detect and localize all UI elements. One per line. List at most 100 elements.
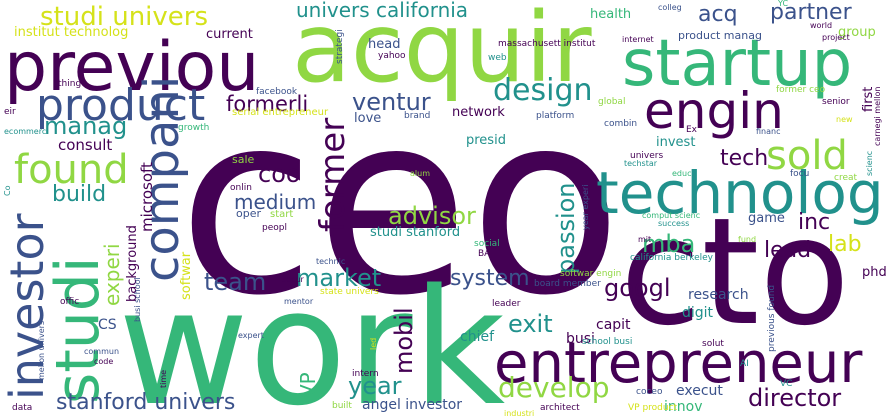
- word-expert: expert: [238, 331, 264, 340]
- word-internet: internet: [622, 35, 654, 44]
- word-secur: secur: [282, 275, 304, 284]
- word-product: product: [36, 80, 206, 131]
- word-found: found: [14, 147, 129, 193]
- word-VP: VP: [296, 372, 320, 398]
- word-lab: lab: [828, 232, 862, 257]
- word-softwar-engin: softwar engin: [560, 269, 622, 279]
- word-comput-scienc: comput scienc: [642, 211, 701, 220]
- word-former: former: [313, 117, 353, 232]
- word-digit: digit: [682, 305, 714, 321]
- word-BA: BA: [478, 249, 491, 259]
- word-oper: oper: [236, 207, 262, 220]
- word-manag: manag: [44, 112, 128, 140]
- word-social: social: [474, 239, 500, 249]
- word-inc: inc: [798, 210, 831, 235]
- word-studi-univers: studi univers: [40, 2, 209, 32]
- word-phd: phd: [862, 265, 887, 280]
- word-built: built: [332, 401, 352, 411]
- word-global: global: [598, 97, 626, 107]
- word-formerli: formerli: [226, 92, 309, 116]
- word-VP-product: VP product: [628, 403, 678, 413]
- word-growth: growth: [178, 123, 210, 133]
- word-work: work: [118, 254, 506, 420]
- word-mit: mit: [638, 235, 652, 244]
- word-facebook: facebook: [256, 87, 298, 97]
- word-advisor: advisor: [388, 202, 476, 230]
- word-innov: innov: [664, 399, 703, 415]
- word-mba: mba: [642, 230, 696, 258]
- word-techstar: techstar: [624, 159, 658, 168]
- word-world: world: [810, 21, 833, 30]
- word-board-member: board member: [534, 279, 601, 289]
- word-sale: sale: [232, 153, 255, 166]
- word-cto: cto: [620, 186, 850, 358]
- word-state-univers: state univers: [320, 287, 379, 297]
- word-thing: thing: [58, 79, 82, 89]
- word-Ex: Ex: [686, 125, 698, 135]
- word-data: data: [12, 403, 33, 413]
- word-head: head: [368, 37, 401, 52]
- word-studi-stanford: studi stanford: [370, 225, 461, 240]
- word-director: director: [748, 384, 842, 412]
- word-ventur: ventur: [352, 88, 431, 116]
- word-game: game: [748, 211, 785, 226]
- word-partner: partner: [770, 0, 852, 25]
- word-sold: sold: [766, 133, 848, 179]
- word-platform: platform: [536, 111, 575, 121]
- word-eir: eir: [4, 107, 16, 117]
- word-mellon-univers: mellon univers: [37, 320, 46, 380]
- word-busi: busi: [566, 331, 595, 347]
- word-current: current: [206, 27, 253, 42]
- word-experi: experi: [100, 243, 124, 306]
- word-success: success: [658, 219, 690, 228]
- word-web: web: [488, 53, 507, 63]
- word-peopl: peopl: [262, 223, 287, 233]
- word-market: market: [296, 264, 382, 292]
- word-serial-entrepreneur: serial entrepreneur: [232, 107, 329, 118]
- word-microsoft: microsoft: [138, 162, 156, 232]
- word-develop: develop: [498, 371, 610, 404]
- word-tech: tech: [720, 146, 769, 171]
- word-fund: fund: [738, 235, 757, 244]
- word-educ: educ: [672, 169, 692, 178]
- word-chief: chief: [460, 329, 495, 345]
- word-network: network: [452, 105, 505, 120]
- word-former-ceo: former ceo: [776, 85, 826, 95]
- word-onlin: onlin: [230, 183, 252, 193]
- word-googl: googl: [604, 274, 671, 302]
- word-acquir: acquir: [292, 0, 592, 104]
- word-project: project: [822, 33, 850, 42]
- word-univers: univers: [630, 151, 664, 161]
- word-build: build: [52, 182, 107, 207]
- word-softwar: softwar: [179, 251, 194, 300]
- word-mobil: mobil: [390, 307, 418, 374]
- word-intern: intern: [352, 369, 379, 379]
- word-system: system: [450, 266, 530, 291]
- word-creat: creat: [834, 173, 858, 183]
- word-ecommerc: ecommerc: [4, 127, 47, 136]
- word-coo: coo: [258, 160, 301, 188]
- word-scienc: scienc: [865, 150, 874, 176]
- word-VC: VC: [780, 379, 793, 389]
- word-previou: previou: [4, 28, 260, 107]
- word-execut: execut: [676, 383, 723, 399]
- word-yahoo: yahoo: [378, 51, 406, 61]
- word-design: design: [493, 73, 593, 108]
- word-commun: commun: [84, 347, 120, 356]
- word-health: health: [590, 7, 632, 22]
- word-strategi: strategi: [335, 29, 345, 64]
- word-alum: alum: [410, 169, 430, 178]
- word-AI: AI: [740, 359, 749, 369]
- word-institut-technolog: institut technolog: [14, 25, 129, 40]
- word-lead: lead: [764, 238, 812, 263]
- word-startup: startup: [622, 27, 853, 101]
- word-engin: engin: [644, 82, 784, 140]
- word-solut: solut: [702, 339, 724, 349]
- word-group: group: [838, 25, 876, 40]
- word-combin: combin: [604, 119, 638, 129]
- word-time: time: [159, 369, 168, 388]
- word-financ: financ: [756, 127, 781, 136]
- word-univers-california: univers california: [296, 0, 469, 22]
- word-YC-top: YC: [778, 0, 789, 8]
